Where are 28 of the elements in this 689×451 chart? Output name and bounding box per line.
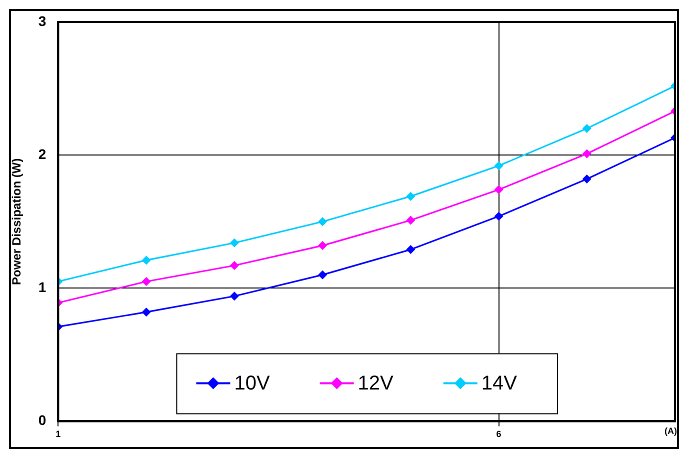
point xyxy=(318,270,328,280)
point xyxy=(230,261,239,270)
point xyxy=(582,174,592,184)
x-tick-label: 6 xyxy=(496,429,502,440)
point xyxy=(318,217,328,226)
legend-label: 10V xyxy=(234,372,270,395)
point xyxy=(318,241,328,250)
y-tick-label: 3 xyxy=(38,12,46,29)
point xyxy=(582,149,592,158)
point xyxy=(406,245,416,254)
point xyxy=(230,292,239,301)
point xyxy=(230,238,239,248)
point xyxy=(142,256,151,265)
y-axis-title: Power Dissipation (W) xyxy=(10,158,24,285)
point xyxy=(142,276,151,286)
legend-label: 12V xyxy=(358,372,394,395)
y-tick-label: 1 xyxy=(38,278,46,295)
point xyxy=(142,308,151,317)
point xyxy=(494,185,504,194)
legend-label: 14V xyxy=(481,372,518,395)
point xyxy=(582,124,592,133)
y-tick-label: 2 xyxy=(38,146,46,162)
y-tick-label: 0 xyxy=(38,412,46,428)
point xyxy=(406,192,416,201)
point xyxy=(494,161,504,170)
point xyxy=(406,216,416,225)
point xyxy=(494,212,504,221)
x-axis-title: (A) xyxy=(664,426,677,436)
